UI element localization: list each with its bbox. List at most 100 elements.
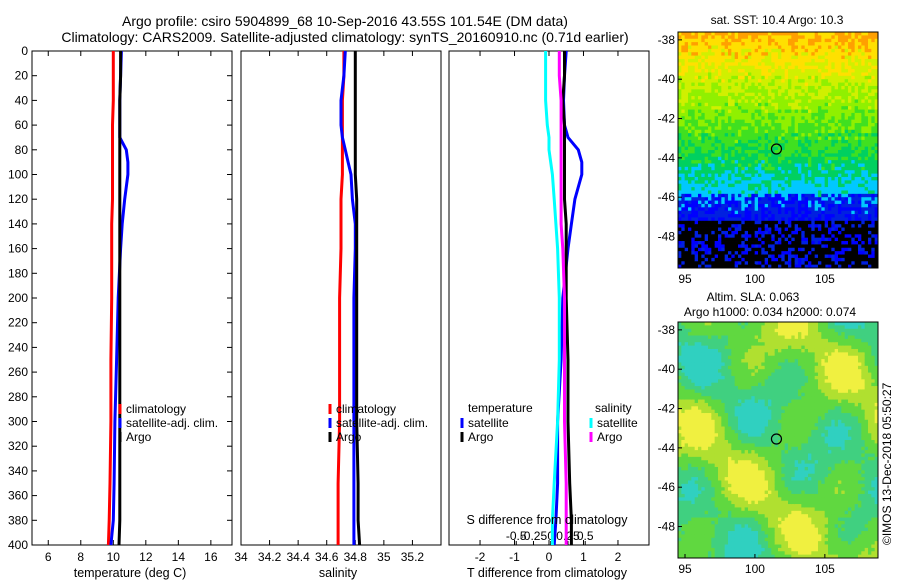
salinity-axis-label: salinity (319, 566, 358, 580)
map-cell (701, 220, 706, 225)
map-cell (731, 69, 736, 73)
map-cell (821, 220, 826, 225)
map-cell (834, 264, 839, 269)
map-cell (771, 126, 776, 131)
map-cell (841, 48, 846, 53)
map-cell (748, 160, 752, 164)
map-cell (771, 254, 776, 259)
map-cell (811, 150, 816, 154)
map-cell (821, 193, 826, 198)
map-cell (871, 264, 876, 269)
map-cell (701, 466, 706, 471)
map-cell (694, 348, 699, 353)
map-cell (691, 500, 696, 505)
map-cell (791, 79, 796, 83)
map-cell (684, 75, 689, 80)
map-cell (721, 129, 726, 134)
map-cell (798, 112, 802, 117)
map-cell (778, 244, 782, 249)
map-cell (728, 203, 732, 208)
map-cell (681, 116, 686, 121)
map-cell (751, 180, 756, 185)
map-cell (744, 123, 749, 127)
map-cell (794, 123, 799, 127)
map-cell (758, 217, 762, 222)
map-cell (744, 176, 749, 181)
map-cell (704, 234, 709, 239)
map-cell (854, 224, 859, 228)
map-cell (791, 153, 796, 158)
map-cell (711, 244, 716, 249)
map-cell (684, 554, 689, 559)
map-cell (694, 193, 699, 198)
map-cell (681, 197, 686, 201)
map-cell (761, 52, 766, 56)
map-cell (874, 32, 879, 36)
map-cell (724, 173, 729, 178)
map-cell (778, 254, 782, 259)
map-cell (738, 48, 742, 53)
map-cell (724, 153, 729, 158)
map-cell (794, 75, 799, 80)
map-cell (734, 99, 739, 104)
map-cell (798, 32, 802, 36)
map-cell (681, 372, 686, 377)
map-cell (734, 129, 739, 134)
map-cell (864, 52, 869, 56)
map-cell (774, 126, 779, 131)
map-cell (791, 224, 796, 228)
map-cell (838, 143, 842, 148)
map-cell (741, 126, 746, 131)
map-cell (678, 224, 682, 228)
map-cell (728, 75, 732, 80)
map-cell (864, 214, 869, 218)
map-cell (758, 92, 762, 97)
map-cell (678, 214, 682, 218)
map-cell (754, 139, 759, 144)
map-cell (701, 150, 706, 154)
map-cell (808, 82, 812, 87)
map-cell (714, 166, 719, 171)
map-cell (694, 96, 699, 100)
map-cell (678, 264, 682, 269)
map-cell (761, 203, 766, 208)
map-cell (828, 69, 832, 73)
map-lon-tick-label: 100 (745, 272, 765, 286)
map-cell (791, 99, 796, 104)
map-cell (834, 143, 839, 148)
map-cell (798, 143, 802, 148)
map-cell (681, 446, 686, 451)
map-cell (861, 251, 866, 255)
map-cell (681, 230, 686, 235)
map-cell (681, 109, 686, 114)
map-cell (688, 443, 692, 448)
map-cell (691, 176, 696, 181)
map-cell (781, 62, 786, 67)
map-cell (871, 203, 876, 208)
map-cell (744, 133, 749, 137)
map-cell (738, 156, 742, 161)
map-cell (851, 85, 856, 90)
map-cell (778, 133, 782, 137)
map-cell (818, 244, 822, 249)
map-cell (818, 58, 822, 63)
map-cell (831, 193, 836, 198)
map-cell (804, 146, 809, 151)
map-cell (778, 75, 782, 80)
map-cell (721, 217, 726, 222)
map-cell (691, 429, 696, 434)
map-cell (758, 42, 762, 46)
map-cell (724, 251, 729, 255)
map-cell (718, 247, 722, 252)
map-cell (844, 32, 849, 36)
map-cell (838, 106, 842, 110)
map-cell (684, 500, 689, 505)
map-cell (688, 58, 692, 63)
map-cell (734, 200, 739, 205)
map-cell (678, 328, 682, 333)
map-cell (774, 187, 779, 191)
map-cell (854, 139, 859, 144)
map-cell (814, 217, 819, 222)
map-cell (711, 58, 716, 63)
map-cell (831, 69, 836, 73)
